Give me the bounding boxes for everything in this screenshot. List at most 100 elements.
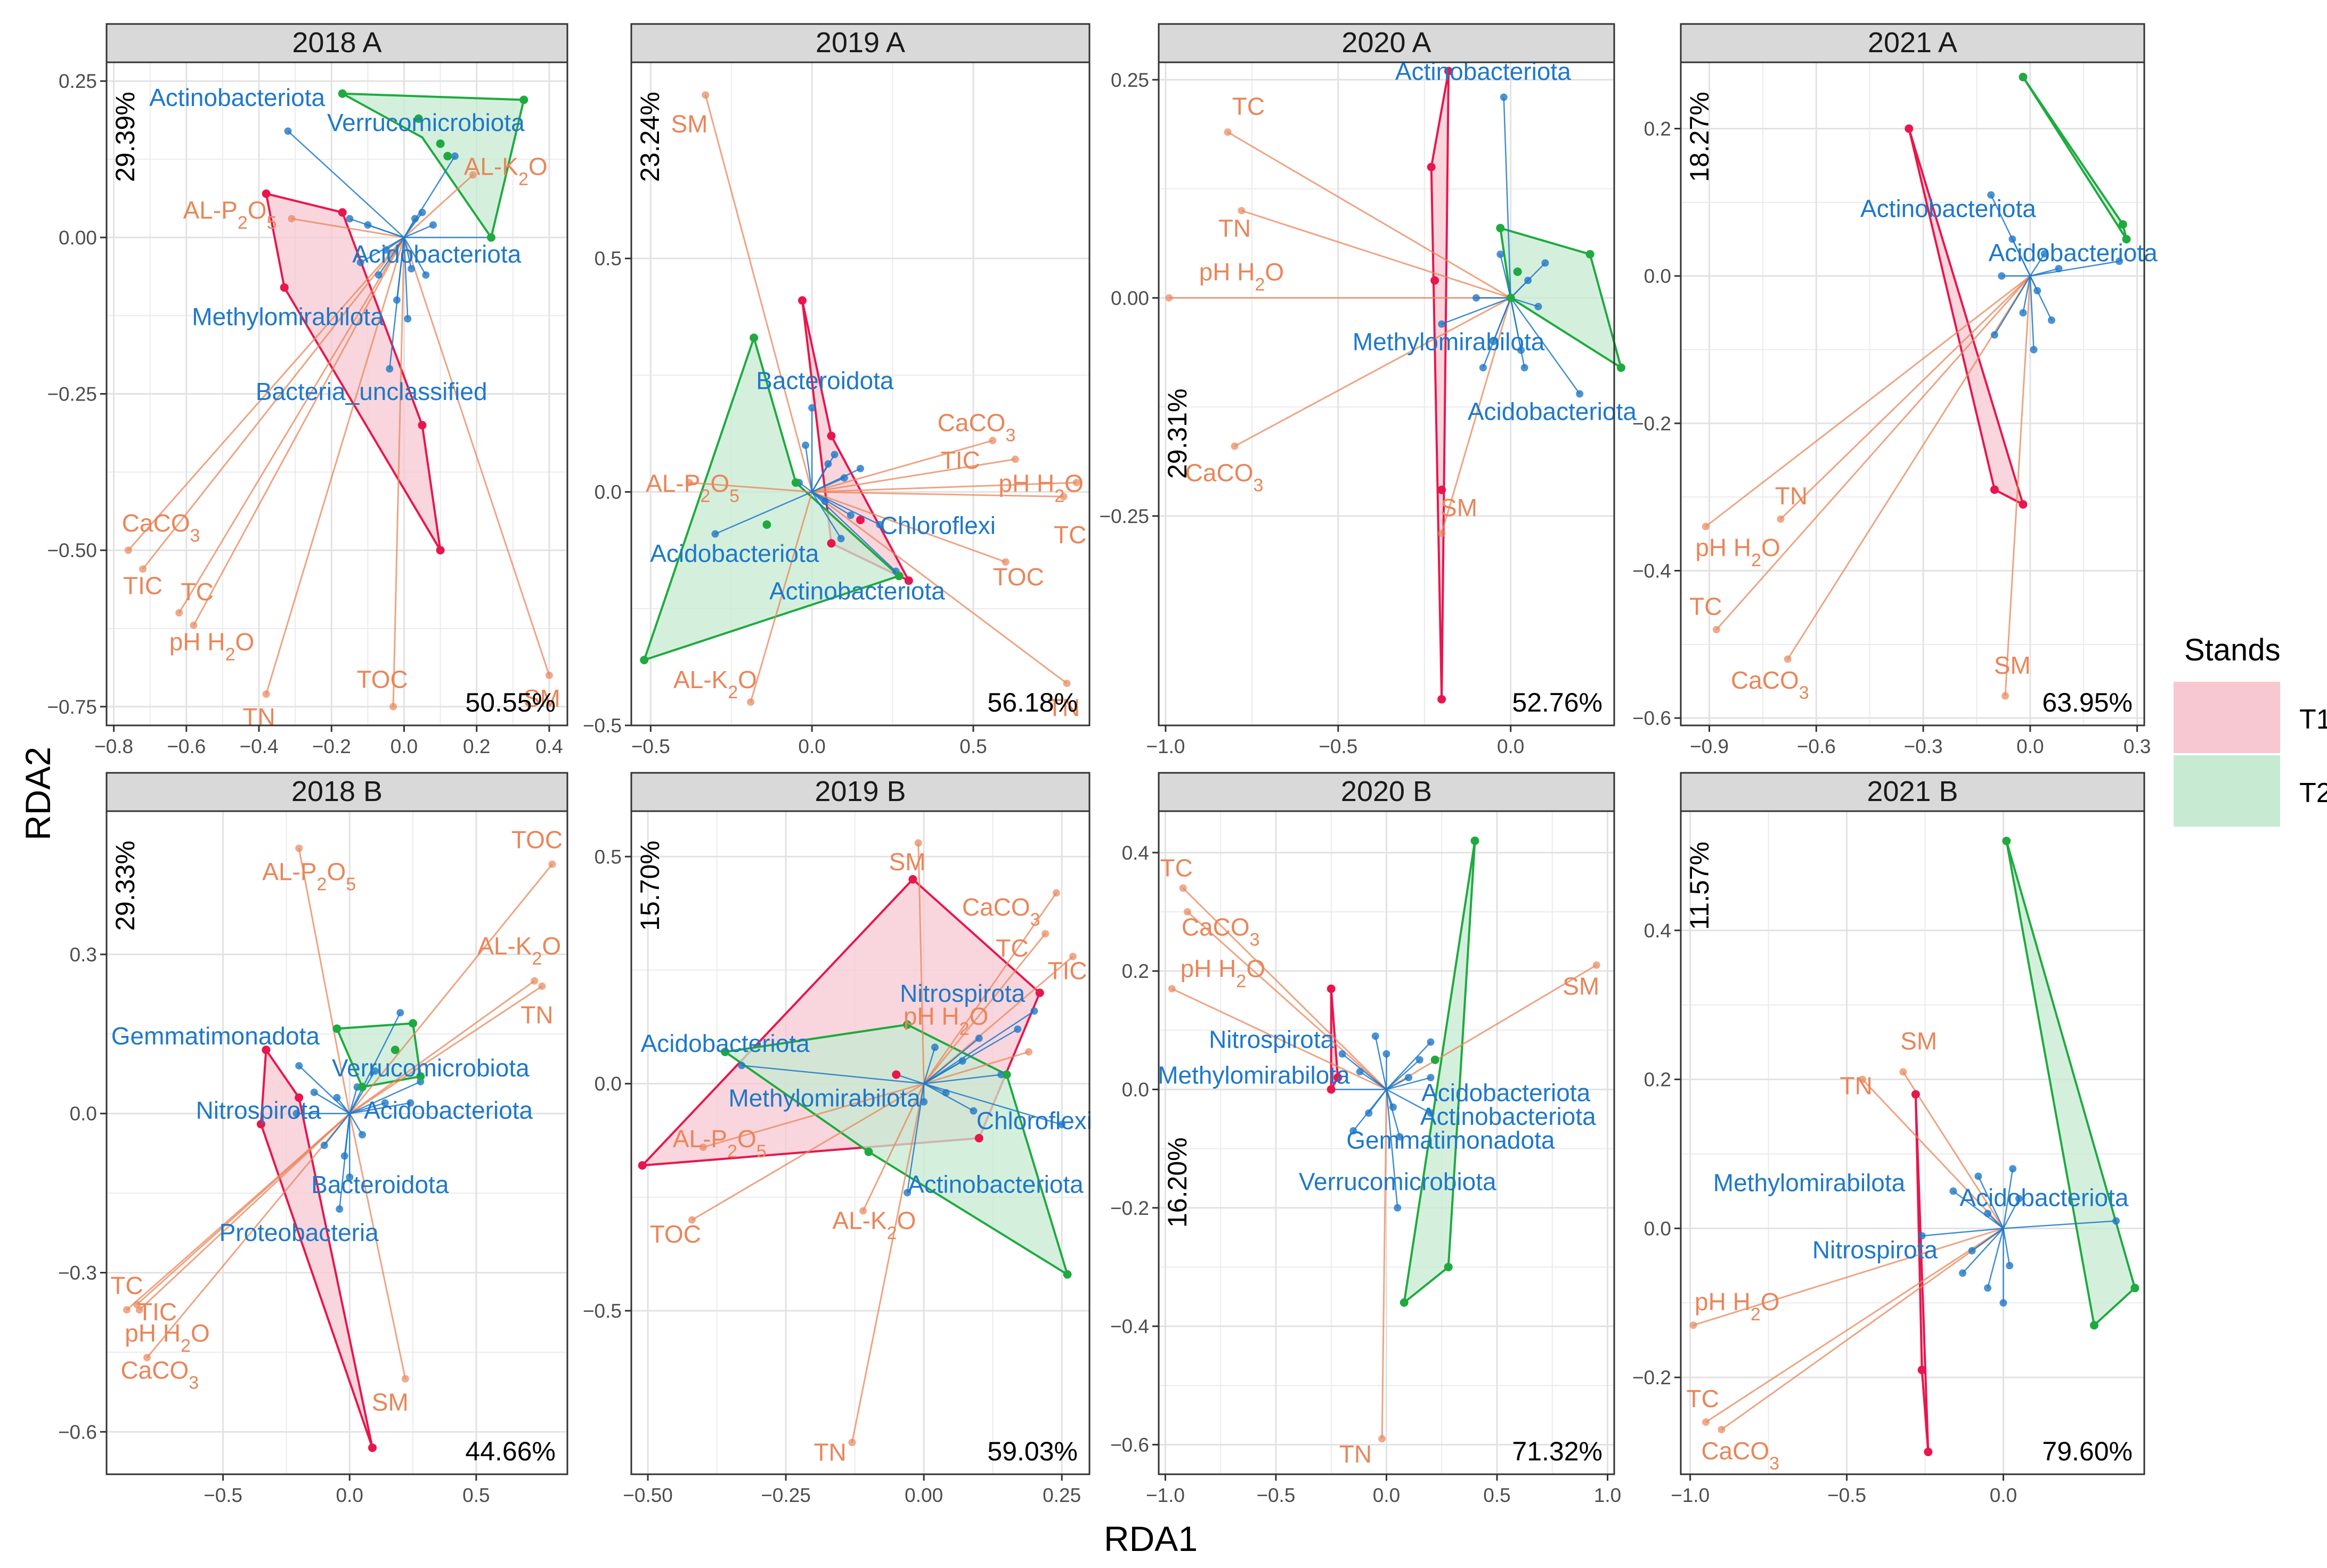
taxon-vector-tip bbox=[1959, 1269, 1967, 1277]
rda1-variance: 63.95% bbox=[2042, 688, 2133, 717]
taxon-vector bbox=[323, 1113, 351, 1146]
taxon-vector bbox=[349, 1012, 401, 1114]
taxon-vector bbox=[811, 468, 861, 493]
site-points bbox=[262, 89, 528, 555]
env-vector bbox=[348, 1113, 406, 1379]
taxon-vector-tip bbox=[808, 404, 816, 412]
y-tick-label: −0.2 bbox=[1632, 413, 1671, 435]
env-label: TOC bbox=[650, 1220, 701, 1248]
taxon-vector-tip bbox=[1949, 1187, 1957, 1195]
env-vectors bbox=[124, 171, 553, 710]
legend-key-t2 bbox=[2174, 755, 2280, 827]
taxon-label: Gemmatimonadota bbox=[1346, 1126, 1555, 1154]
y-tick-label: 0.0 bbox=[595, 481, 622, 503]
env-label: pH H2O bbox=[998, 470, 1084, 507]
site-point-t2 bbox=[1506, 293, 1515, 303]
site-point-t2 bbox=[332, 1024, 341, 1033]
taxon-label: Acidobacteriota bbox=[1421, 1079, 1590, 1107]
taxon-vector-tip bbox=[1990, 331, 1998, 339]
taxon-vector-tip bbox=[292, 1109, 300, 1117]
env-vector-tip bbox=[914, 839, 922, 847]
x-tick-label: −0.8 bbox=[94, 736, 133, 757]
env-vector bbox=[1186, 911, 1387, 1090]
env-vector-tip bbox=[1025, 1048, 1033, 1056]
site-point-t2 bbox=[762, 520, 771, 529]
taxon-vector-tip bbox=[382, 246, 390, 254]
taxon-vector-tip bbox=[2009, 1165, 2017, 1173]
facet-title: 2019 A bbox=[816, 27, 905, 59]
env-vector bbox=[403, 237, 550, 676]
site-point-t1 bbox=[1444, 67, 1453, 76]
env-vector-tip bbox=[1438, 529, 1446, 537]
taxon-vector bbox=[349, 1102, 411, 1114]
env-vector-tip bbox=[686, 479, 694, 487]
facet-strip bbox=[1158, 772, 1615, 812]
rda2-variance: 15.70% bbox=[635, 840, 665, 931]
facet-title: 2021 A bbox=[1868, 27, 1957, 59]
taxon-vector-tip bbox=[1520, 364, 1528, 372]
env-label: CaCO3 bbox=[1185, 459, 1264, 495]
env-vector-tip bbox=[469, 171, 477, 179]
taxon-vector-tip bbox=[451, 152, 459, 160]
env-vector-tip bbox=[1063, 680, 1071, 688]
env-vector-tip bbox=[1011, 455, 1019, 463]
taxon-label: Gemmatimonadota bbox=[111, 1022, 320, 1050]
facet-title: 2018 B bbox=[291, 775, 383, 807]
taxon-vector-tip bbox=[2055, 265, 2063, 273]
env-label: pH H2O bbox=[1695, 534, 1780, 570]
env-label: pH H2O bbox=[169, 628, 255, 665]
taxon-vector-tip bbox=[1999, 1299, 2007, 1307]
env-vector-tip bbox=[124, 546, 132, 554]
taxon-vector bbox=[2003, 1198, 2020, 1229]
taxon-vector bbox=[2029, 253, 2045, 276]
site-point-t2 bbox=[409, 1019, 418, 1028]
taxa-vectors bbox=[1918, 1165, 2120, 1307]
site-point-t2 bbox=[390, 1046, 400, 1055]
taxon-vector-tip bbox=[1534, 303, 1542, 311]
site-point-t1 bbox=[1327, 1085, 1336, 1094]
taxon-vector-tip bbox=[975, 1034, 983, 1042]
x-tick-label: −0.4 bbox=[240, 736, 279, 757]
env-vector-tip bbox=[1858, 1075, 1866, 1083]
env-vector-tip bbox=[143, 1353, 151, 1361]
taxon-vector-tip bbox=[1349, 1127, 1357, 1135]
taxon-vector-tip bbox=[429, 221, 437, 229]
x-tick-label: −0.6 bbox=[167, 736, 206, 757]
taxon-label: Acidobacteriota bbox=[1959, 1183, 2128, 1211]
taxon-vector bbox=[344, 1113, 351, 1156]
site-point-t1 bbox=[1990, 485, 1999, 494]
env-label: CaCO3 bbox=[1731, 666, 1809, 703]
env-vector bbox=[1715, 275, 2031, 631]
taxon-vector-tip bbox=[1496, 250, 1504, 258]
site-point-t1 bbox=[856, 516, 865, 525]
site-point-t1 bbox=[974, 1133, 983, 1142]
env-label: CaCO3 bbox=[1182, 913, 1260, 950]
taxon-vector bbox=[714, 491, 812, 535]
x-tick-label: 0.2 bbox=[463, 736, 490, 757]
y-tick-label: −0.2 bbox=[1632, 1367, 1671, 1389]
taxon-vector bbox=[349, 1113, 363, 1136]
env-label: TC bbox=[1689, 593, 1722, 620]
site-point-t2 bbox=[414, 114, 423, 123]
env-label: TC bbox=[181, 578, 214, 606]
env-label: AL-K2O bbox=[464, 152, 548, 189]
env-label: SM bbox=[524, 684, 560, 712]
hull-t2 bbox=[2022, 76, 2128, 240]
taxon-vector-tip bbox=[1500, 93, 1508, 101]
site-point-t1 bbox=[436, 546, 445, 555]
taxon-vector bbox=[403, 237, 427, 275]
y-tick-label: −0.75 bbox=[47, 696, 97, 718]
env-vector bbox=[923, 933, 1046, 1084]
env-label: TOC bbox=[356, 666, 408, 693]
site-point-t2 bbox=[1444, 1262, 1453, 1271]
taxon-vector bbox=[924, 1074, 1002, 1084]
taxon-vector-tip bbox=[2116, 257, 2123, 265]
legend: Stands T1 T2 bbox=[2174, 633, 2327, 827]
y-tick-label: −0.4 bbox=[1110, 1316, 1149, 1337]
taxon-vector-tip bbox=[1576, 390, 1584, 398]
taxon-vector bbox=[2012, 239, 2031, 276]
taxon-vector-tip bbox=[1427, 1038, 1435, 1046]
